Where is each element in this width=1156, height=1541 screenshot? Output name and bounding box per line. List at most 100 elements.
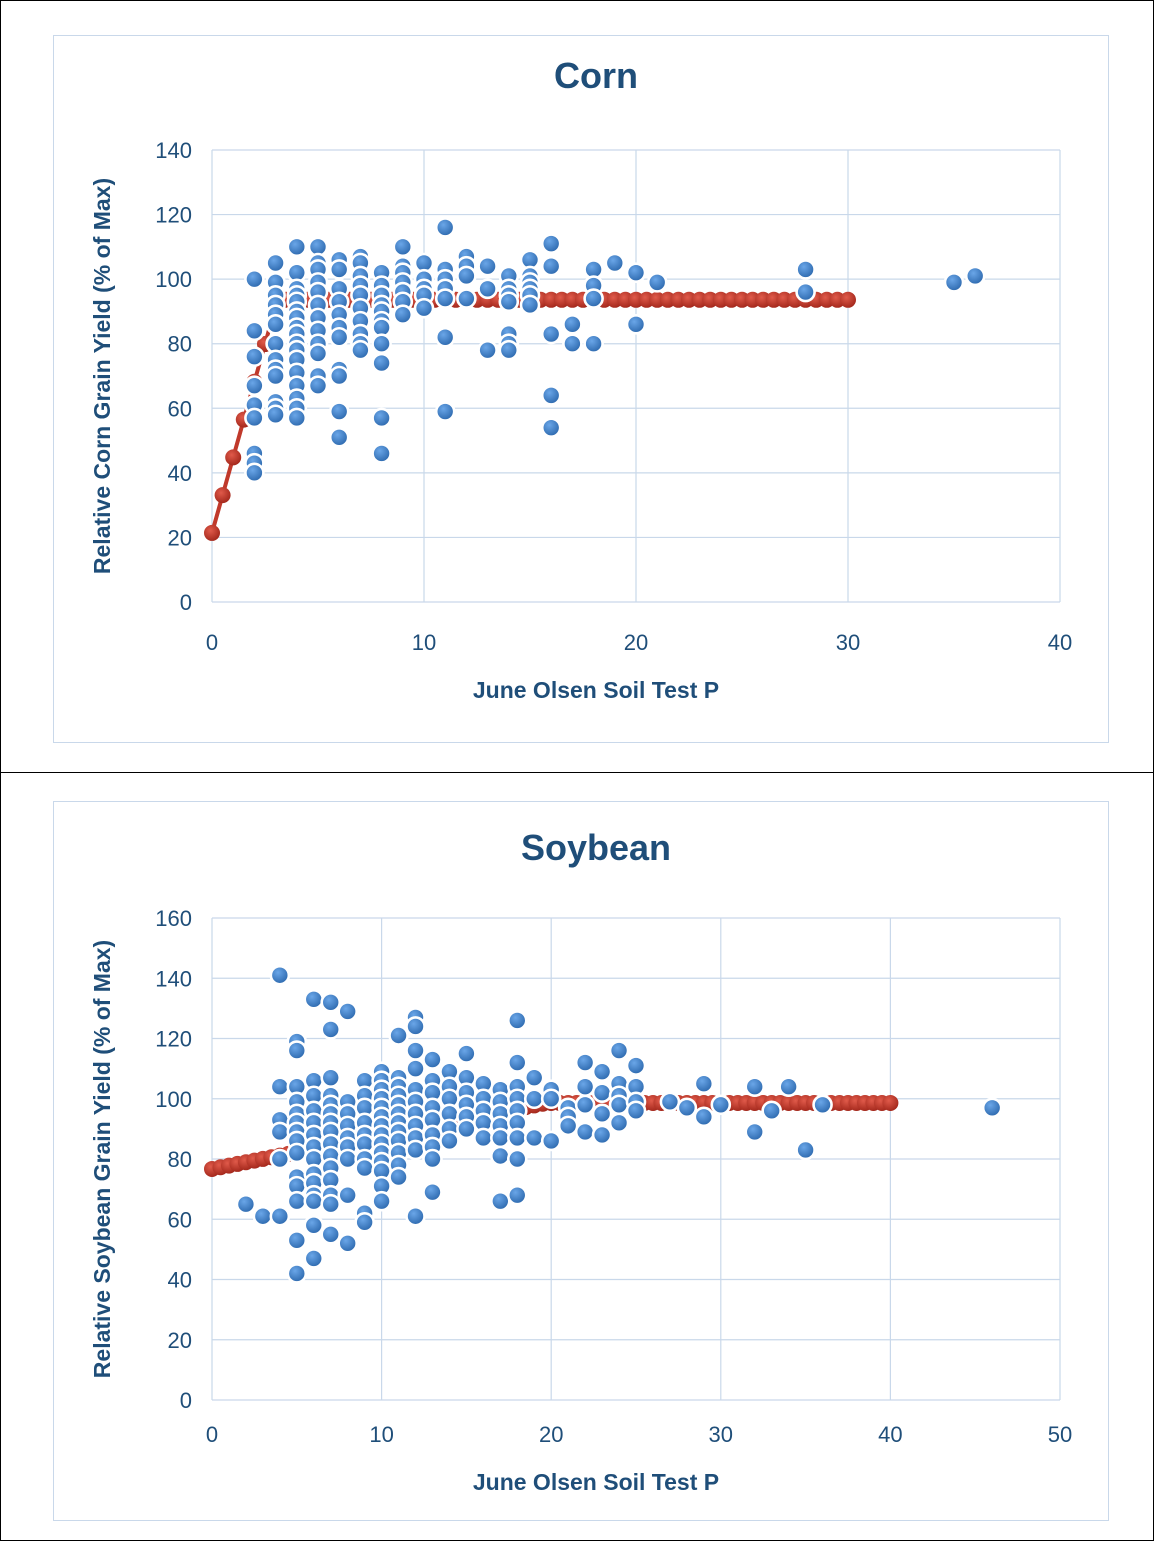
observed-point [659,1091,681,1113]
observed-point [320,1019,342,1040]
observed-point [422,1148,443,1170]
observed-point [320,1193,342,1215]
observed-point [265,252,286,274]
observed-point [371,407,392,429]
observed-point [625,1055,647,1076]
observed-point [269,1148,291,1170]
table-cell-soybean: 0 20 40 60 80 100 120 140 160 0 10 20 30 40 50 Soybean J… [0,772,1154,1541]
corn-chart: 0 20 40 60 80 100 120 140 0 10 20 30 40 Corn June Olse… [89,55,1072,703]
observed-point [812,1094,833,1116]
observed-point [540,1130,562,1152]
observed-point [405,1058,426,1079]
x-axis-title: June Olsen Soil Test P [473,1469,719,1495]
soybean-chart: 0 20 40 60 80 100 120 140 160 0 10 20 30 40 50 Soybean J… [89,827,1072,1495]
observed-point [506,1127,528,1149]
y-axis-title: Relative Corn Grain Yield (% of Max) [89,178,115,574]
x-tick-label: 20 [539,1422,563,1447]
observed-point [761,1100,782,1122]
observed-point [371,1190,392,1212]
x-tick-label: 10 [369,1422,393,1447]
observed-point [693,1073,715,1094]
observed-point [413,297,435,319]
observed-point [265,314,286,335]
observed-point [320,1067,342,1088]
observed-point [506,1010,528,1031]
observed-point [710,1094,732,1116]
observed-point [388,1025,409,1046]
x-tick-label: 30 [709,1422,733,1447]
observed-point [523,1067,545,1088]
observed-point [523,1127,545,1149]
observed-point [456,265,477,287]
y-tick-label: 100 [155,267,192,292]
observed-point [422,1049,443,1070]
model-point [214,487,231,504]
observed-point [456,1118,477,1140]
observed-point [244,346,265,367]
observed-point [337,1148,358,1170]
observed-point [540,323,562,345]
model-point [882,1094,899,1111]
observed-point [388,1166,409,1188]
observed-point [244,407,265,429]
observed-point [506,1184,528,1206]
observed-point [354,1211,375,1233]
observed-point [562,314,583,335]
observed-point [303,1214,325,1236]
observed-point [320,1224,342,1245]
observed-point [286,236,308,258]
y-tick-label: 0 [180,590,192,615]
observed-point [795,1139,816,1161]
chart-title: Soybean [521,827,671,868]
table-cell-corn: 0 20 40 60 80 100 120 140 0 10 20 30 40 Corn June Olse… [0,0,1154,773]
observed-point [286,1263,308,1284]
y-tick-label: 140 [155,966,192,991]
observed-point [337,1233,358,1254]
model-point [204,524,220,541]
observed-point [490,1145,511,1167]
observed-point [337,1001,358,1022]
observed-point [328,259,350,280]
observed-point [286,407,308,429]
observed-point [574,1076,596,1098]
observed-point [778,1076,799,1098]
observed-point [303,1248,325,1269]
observed-point [744,1076,766,1098]
observed-point [244,462,265,484]
observed-point [328,401,350,422]
observed-point [269,1121,291,1143]
soybean-chart-frame: 0 20 40 60 80 100 120 140 160 0 10 20 30 40 50 Soybean J… [53,801,1109,1521]
y-tick-label: 80 [168,332,192,357]
observed-point [434,217,456,238]
observed-point [350,339,371,361]
model-line [210,297,848,534]
y-tick-label: 100 [155,1087,192,1112]
observed-point [625,1100,647,1122]
observed-point [286,1040,308,1061]
observed-point [540,233,562,254]
chart-title: Corn [554,55,638,96]
observed-point [434,326,456,348]
observed-point [434,401,456,422]
y-tick-label: 60 [168,1207,192,1232]
x-axis-title: June Olsen Soil Test P [473,677,719,703]
observed-point [392,304,414,325]
observed-point [405,1016,426,1037]
observed-point [269,964,291,986]
y-tick-label: 20 [168,1328,192,1353]
x-tick-label: 0 [206,1422,218,1447]
observed-point [591,1061,613,1082]
x-tick-label: 30 [836,630,860,655]
observed-point [371,333,392,355]
observed-point [795,259,816,280]
x-tick-label: 40 [878,1422,902,1447]
observed-point [506,1052,528,1073]
observed-point [583,333,604,355]
observed-point [795,281,816,303]
observed-point [371,352,392,374]
observed-point [392,236,414,258]
observed-point [371,443,392,464]
observed-point [608,1112,630,1134]
observed-point [405,1139,426,1161]
observed-point [477,255,498,277]
